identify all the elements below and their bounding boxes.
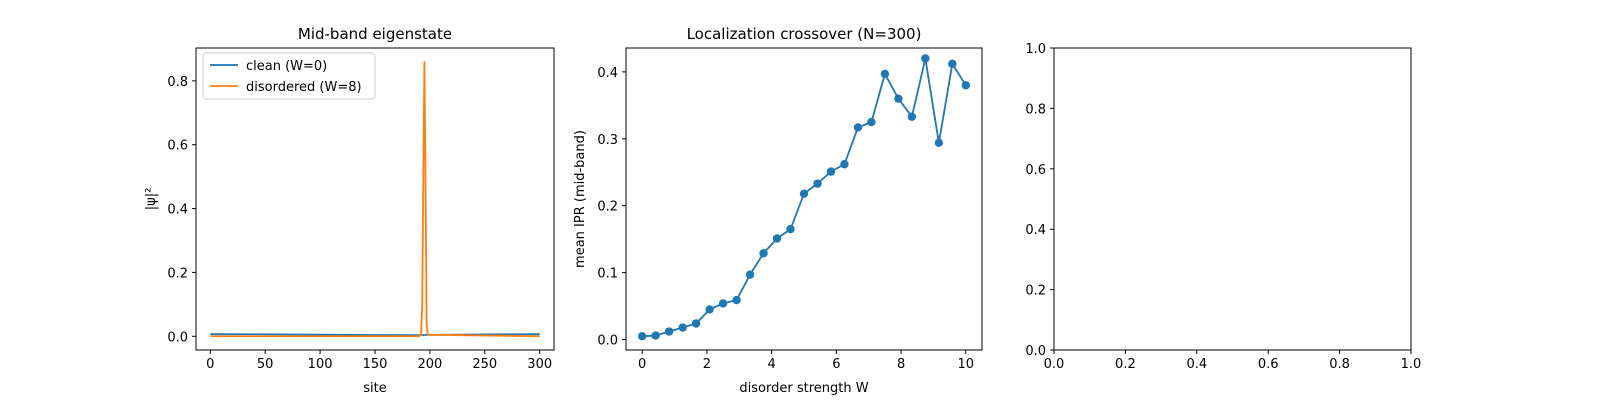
data-point	[948, 59, 957, 69]
data-point	[786, 224, 795, 234]
y-tick-label: 0.0	[1025, 344, 1046, 359]
data-point	[799, 189, 809, 198]
x-tick-label: 1.0	[1401, 357, 1422, 372]
data-point	[759, 249, 768, 258]
x-tick-label: 0.0	[1044, 357, 1065, 372]
series-line-1	[210, 60, 540, 338]
x-tick-label: 300	[527, 357, 552, 372]
y-tick-label: 0.2	[167, 266, 188, 281]
data-point	[732, 295, 741, 305]
y-tick-label: 0.3	[597, 133, 618, 148]
x-tick-label: 0.6	[1258, 357, 1279, 372]
data-point	[934, 138, 944, 148]
y-ticks: 0.0 0.1 0.2 0.3 0.4	[597, 66, 626, 349]
data-point	[867, 117, 876, 127]
y-tick-label: 0.8	[1025, 102, 1046, 117]
y-tick-label: 0.4	[167, 203, 188, 218]
x-tick-label: 200	[417, 357, 442, 372]
panel-empty: 0.0 0.2 0.4 0.6 0.8 1.0 0.0 0.2 0.4 0.6 0.8 1.0	[1025, 42, 1421, 372]
data-point	[691, 319, 701, 328]
axes-frame	[1053, 47, 1412, 351]
chart-title: Mid-band eigenstate	[298, 25, 452, 43]
data-point	[840, 160, 849, 169]
data-point	[705, 305, 714, 314]
x-tick-label: 0	[638, 357, 646, 372]
y-tick-label: 0.6	[1025, 163, 1046, 178]
x-tick-label: 8	[897, 357, 905, 372]
x-tick-label: 150	[363, 357, 388, 372]
plot-area	[210, 60, 540, 338]
x-ticks: 0.0 0.2 0.4 0.6 0.8 1.0	[1044, 350, 1422, 372]
data-point	[664, 327, 674, 336]
x-tick-label: 4	[767, 357, 775, 372]
data-point	[651, 331, 660, 340]
y-ticks: 0.0 0.2 0.4 0.6 0.8 1.0	[1025, 42, 1054, 359]
x-tick-label: 0.4	[1186, 357, 1207, 372]
legend-label-disordered: disordered (W=8)	[246, 80, 362, 95]
x-axis-label: disorder strength W	[739, 381, 868, 396]
x-tick-label: 50	[257, 357, 274, 372]
data-point	[853, 123, 863, 132]
y-tick-label: 0.2	[1025, 284, 1046, 299]
y-tick-label: 0.4	[597, 66, 618, 81]
x-tick-label: 100	[308, 357, 333, 372]
data-point	[772, 234, 782, 243]
legend-box	[202, 52, 376, 100]
x-ticks: 0 2 4 6 8 10	[638, 350, 974, 372]
plot-area	[637, 54, 971, 341]
panel-eigenstate: Mid-band eigenstate 0 50 100 150 200 250 300 0…	[144, 25, 555, 396]
y-tick-label: 0.6	[167, 139, 188, 154]
x-tick-label: 250	[472, 357, 497, 372]
x-tick-label: 0	[206, 357, 214, 372]
y-tick-label: 0.2	[597, 200, 618, 215]
data-point	[907, 112, 917, 121]
y-axis-label: mean IPR (mid-band)	[573, 130, 588, 268]
data-point	[637, 332, 647, 341]
y-tick-label: 1.0	[1025, 42, 1046, 57]
y-tick-label: 0.8	[167, 75, 188, 90]
data-point	[826, 167, 836, 176]
x-tick-label: 2	[703, 357, 711, 372]
legend-label-clean: clean (W=0)	[246, 59, 327, 74]
y-ticks: 0.0 0.2 0.4 0.6 0.8	[167, 75, 196, 345]
data-point	[678, 323, 687, 332]
legend: clean (W=0) disordered (W=8)	[202, 52, 376, 100]
data-point	[718, 299, 728, 308]
axes-frame	[625, 47, 983, 351]
data-point	[894, 94, 903, 103]
x-axis-label: site	[363, 381, 386, 396]
x-tick-label: 6	[832, 357, 840, 372]
data-point	[961, 81, 971, 90]
y-tick-label: 0.0	[167, 330, 188, 345]
y-tick-label: 0.1	[597, 267, 618, 282]
x-tick-label: 0.8	[1329, 357, 1350, 372]
y-tick-label: 0.0	[597, 334, 618, 349]
y-tick-label: 0.4	[1025, 223, 1046, 238]
y-axis-label: |ψ|²	[144, 188, 159, 211]
x-tick-label: 0.2	[1115, 357, 1136, 372]
data-point	[813, 179, 822, 188]
x-ticks: 0 50 100 150 200 250 300	[206, 350, 552, 372]
chart-title: Localization crossover (N=300)	[687, 25, 922, 43]
x-tick-label: 10	[958, 357, 975, 372]
data-point	[921, 54, 930, 63]
data-point	[745, 270, 755, 279]
data-point	[880, 69, 890, 79]
panel-crossover: Localization crossover (N=300) 0 2 4 6 8 10 0…	[573, 25, 983, 396]
